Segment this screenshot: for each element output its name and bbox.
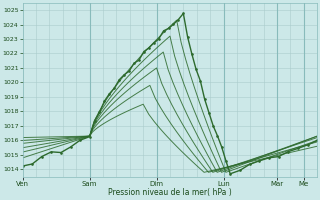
X-axis label: Pression niveau de la mer( hPa ): Pression niveau de la mer( hPa ) <box>108 188 232 197</box>
